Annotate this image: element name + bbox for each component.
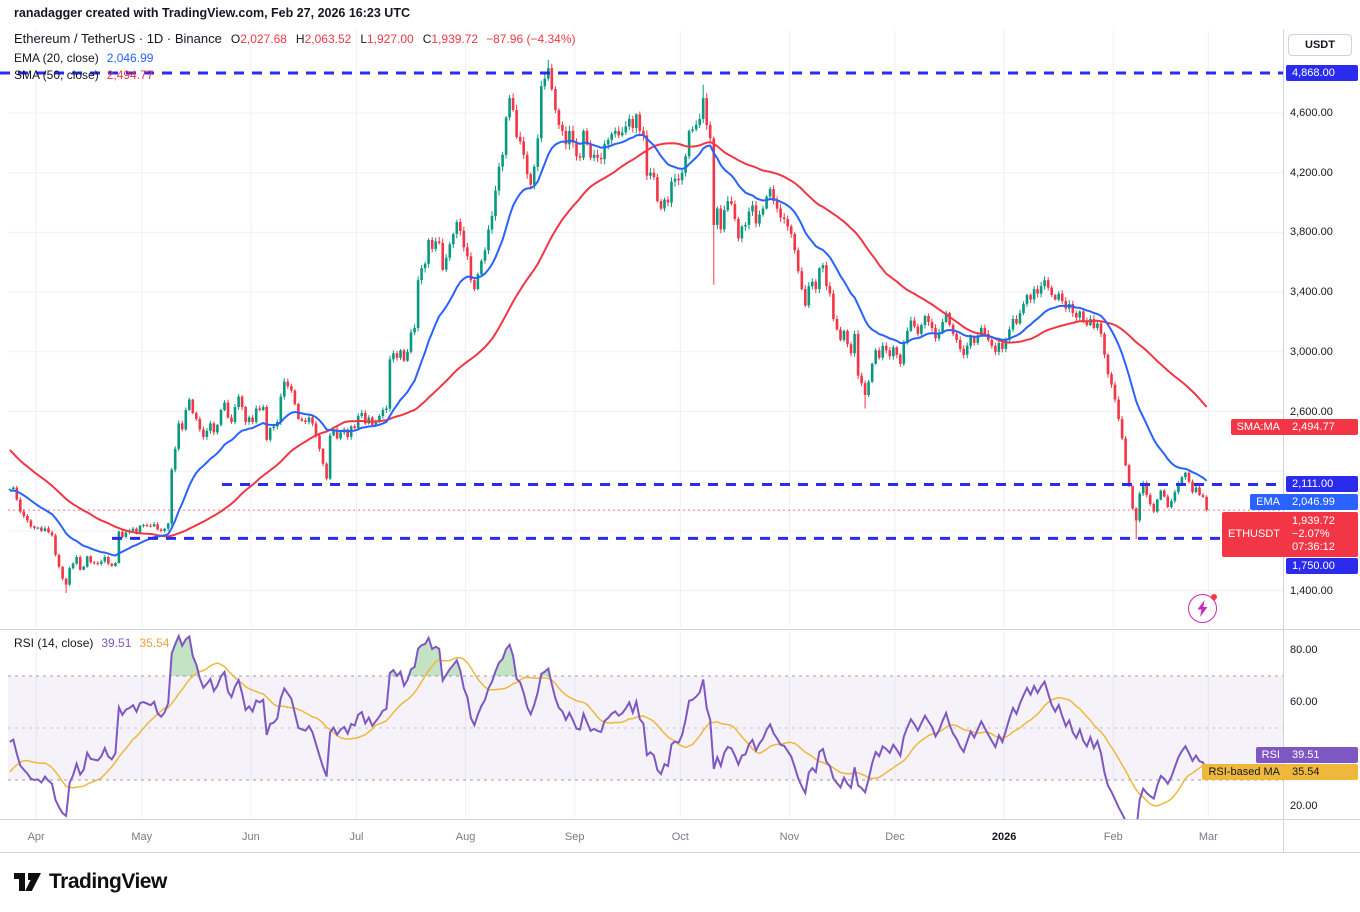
currency-unit-button[interactable]: USDT: [1288, 34, 1352, 56]
flash-action-button[interactable]: [1188, 594, 1217, 623]
rsi-axis-badge[interactable]: RSI 39.51: [1255, 747, 1358, 764]
level-price-badge[interactable]: 1,750.00: [1286, 557, 1358, 574]
ema-axis-badge[interactable]: EMA 2,046.99: [1250, 493, 1358, 510]
sma-axis-badge[interactable]: SMA:MA 2,494.77: [1230, 418, 1358, 435]
ema-indicator-name: EMA (20, close): [14, 51, 99, 65]
lightning-bolt-icon: [1197, 600, 1208, 617]
symbol-title[interactable]: Ethereum / TetherUS · 1D · Binance: [14, 31, 222, 46]
ohlc-open-value: 2,027.68: [240, 32, 287, 46]
rsi-legend-row[interactable]: RSI (14, close) 39.51 35.54: [14, 636, 169, 650]
rsi-ma-value: 35.54: [139, 636, 170, 650]
sma-indicator-value: 2,494.77: [106, 68, 154, 82]
level-price-badge[interactable]: 4,868.00: [1286, 64, 1358, 81]
rsi-ma-axis-badge[interactable]: RSI-based MA 35.54: [1202, 764, 1358, 781]
sma-indicator-name: SMA (50, close): [14, 68, 99, 82]
ohlc-low-value: 1,927.00: [367, 32, 414, 46]
tradingview-logo-icon: [14, 873, 41, 891]
tradingview-logo[interactable]: TradingView: [12, 862, 167, 902]
ohlc-close-label: C: [422, 32, 432, 46]
ohlc-close-value: 1,939.72: [431, 32, 479, 46]
rsi-value: 39.51: [101, 636, 132, 650]
watermark-text: ranadagger created with TradingView.com,…: [14, 6, 410, 20]
tradingview-logo-text: TradingView: [49, 870, 167, 893]
level-price-badge[interactable]: 2,111.00: [1286, 475, 1358, 492]
symbol-last-price-badge[interactable]: ETHUSDT 1,939.72 −2.07% 07:36:12: [1222, 511, 1358, 557]
rsi-indicator-name: RSI (14, close): [14, 636, 94, 650]
ema-indicator-value: 2,046.99: [106, 51, 154, 65]
notification-dot: [1211, 594, 1217, 600]
symbol-legend-row: Ethereum / TetherUS · 1D · Binance O 2,02…: [14, 31, 576, 46]
ohlc-high-value: 2,063.52: [304, 32, 352, 46]
ema-legend-row[interactable]: EMA (20, close) 2,046.99: [14, 51, 153, 65]
change-value: −87.96 (−4.34%): [486, 32, 576, 46]
ohlc-open-label: O: [230, 32, 241, 46]
ohlc-low-label: L: [360, 32, 367, 46]
ohlc-high-label: H: [295, 32, 305, 46]
sma-legend-row[interactable]: SMA (50, close) 2,494.77: [14, 68, 153, 82]
